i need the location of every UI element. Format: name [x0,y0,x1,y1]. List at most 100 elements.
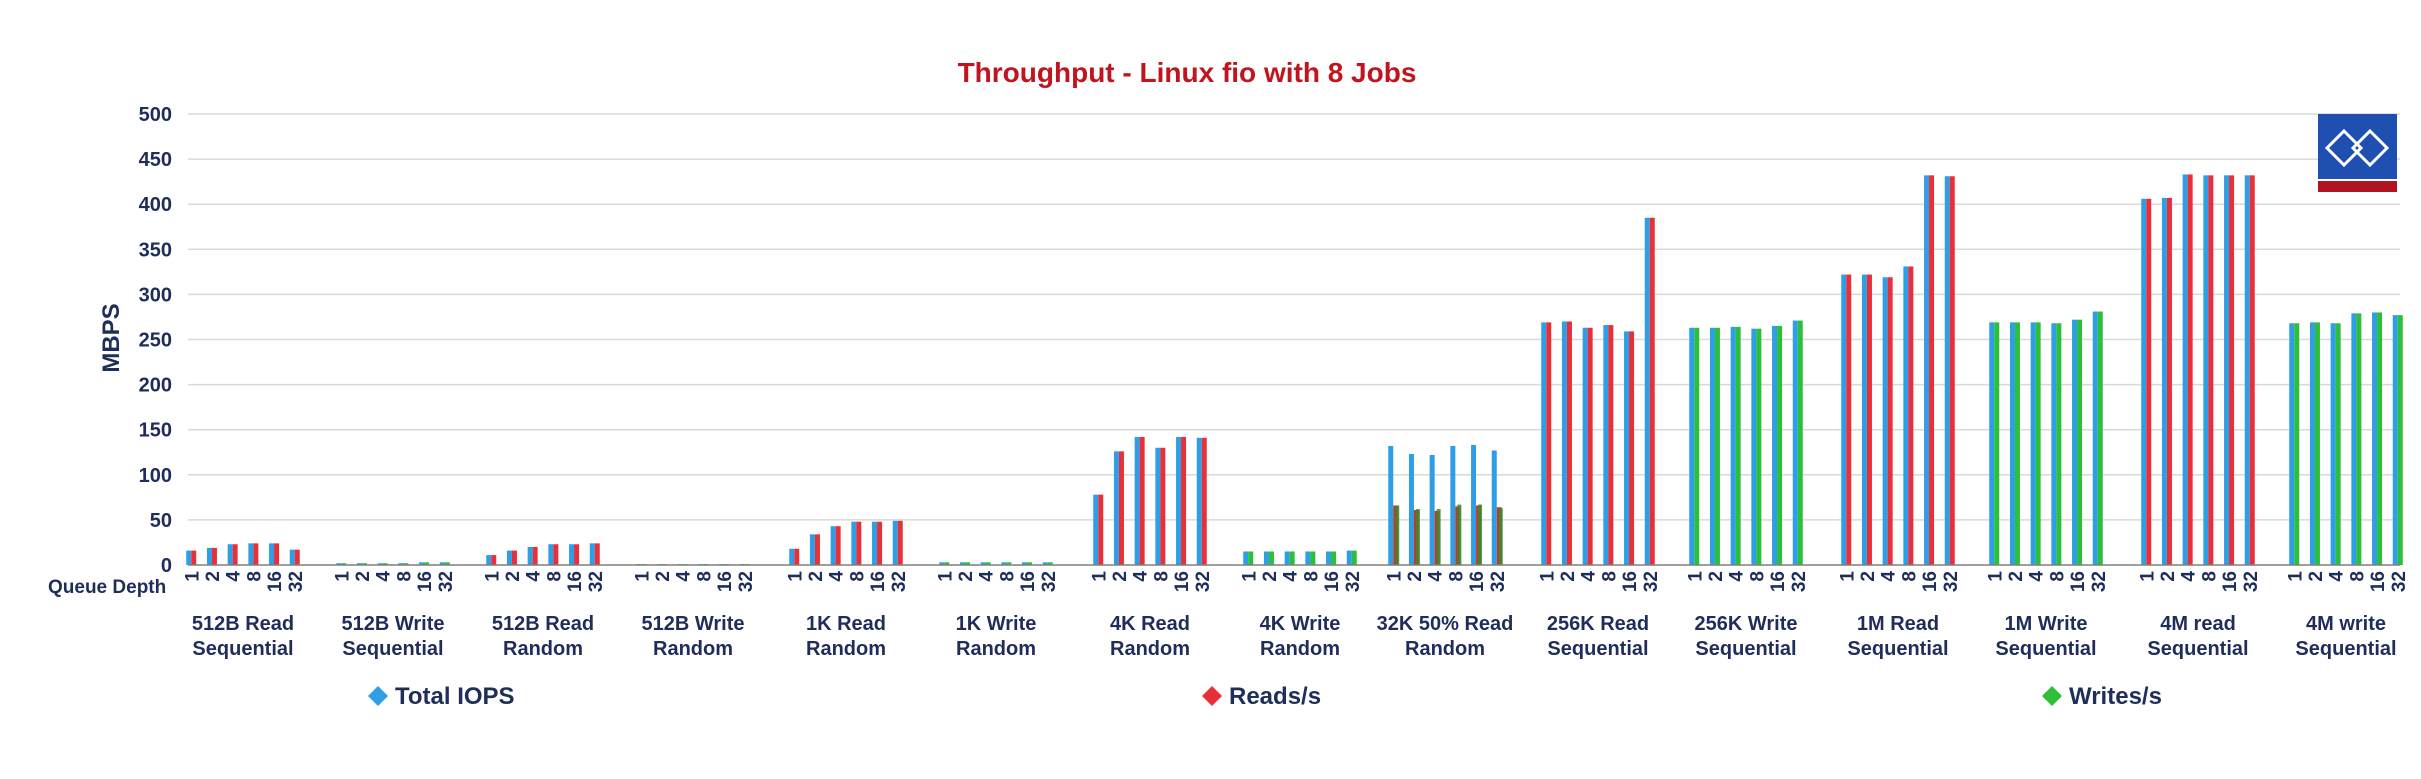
bar-write-1-2 [382,563,388,565]
category-label-2-line-1: Random [503,638,583,660]
category-label-3-line-1: Random [653,638,733,660]
bar-total-12-5 [2092,311,2098,565]
y-tick-label-200: 200 [139,375,172,397]
bar-total-10-1 [1709,327,1715,565]
bar-write-7-2 [1289,551,1295,565]
category-label-2-line-0: 512B Read [492,613,594,635]
bar-read-4-2 [835,526,841,565]
chart-title: Throughput - Linux fio with 8 Jobs [958,57,1417,88]
y-tick-label-150: 150 [139,420,172,442]
category-label-13-line-1: Sequential [2147,638,2248,660]
queue-depth-tick-5-5: 32 [1039,571,1060,592]
bar-read-0-3 [253,543,259,565]
bar-read-9-3 [1608,325,1614,565]
bar-write-7-3 [1310,551,1316,565]
bar-read-4-0 [794,548,800,565]
queue-depth-tick-5-3: 8 [997,571,1018,582]
queue-depth-tick-3-5: 32 [736,571,757,592]
bar-read-6-2 [1139,436,1145,565]
queue-depth-tick-8-2: 4 [1426,571,1447,582]
bar-write-1-4 [424,562,430,565]
bar-write-12-4 [2077,319,2083,565]
queue-depth-tick-1-5: 32 [436,571,457,592]
bar-total-13-1 [2161,197,2167,566]
bar-read-9-1 [1566,321,1572,565]
queue-depth-tick-2-0: 1 [482,571,503,582]
queue-depth-tick-8-1: 2 [1405,571,1426,582]
bar-write-10-4 [1777,325,1783,565]
bar-total-0-5 [289,549,295,565]
queue-depth-tick-11-0: 1 [1837,571,1858,582]
queue-depth-tick-9-5: 32 [1641,571,1662,592]
bar-total-0-2 [227,544,233,565]
bar-total-10-0 [1689,327,1695,565]
bar-total-4-4 [872,521,878,565]
queue-depth-tick-9-4: 16 [1620,571,1641,592]
bar-read-0-4 [274,543,280,565]
bar-write-12-2 [2035,322,2041,565]
queue-depth-tick-0-1: 2 [203,571,224,582]
bars [186,174,2403,566]
queue-depth-tick-11-2: 4 [1879,571,1900,582]
bar-total-10-2 [1730,326,1736,565]
queue-depth-tick-9-1: 2 [1558,571,1579,582]
category-label-10-line-1: Sequential [1695,638,1796,660]
bar-write-5-1 [964,562,970,565]
y-axis-label: MBPS [98,303,125,372]
bar-total-13-3 [2203,175,2209,565]
bar-total-4-2 [830,526,836,565]
bar-total-1-1 [356,563,362,565]
bar-total-13-0 [2141,198,2147,565]
bar-read-13-2 [2187,174,2193,565]
queue-depth-tick-11-1: 2 [1858,571,1879,582]
bar-total-1-4 [419,562,425,565]
queue-depth-tick-1-4: 16 [415,571,436,592]
queue-depth-tick-12-2: 4 [2027,571,2048,582]
bar-total-7-1 [1263,551,1269,565]
logo-diamond-left [2324,128,2364,168]
bar-write-8-1 [1415,509,1420,565]
queue-depth-tick-1-3: 8 [394,571,415,582]
queue-depth-tick-14-1: 2 [2306,571,2327,582]
category-label-14-line-1: Sequential [2295,638,2396,660]
bar-read-11-1 [1866,274,1872,565]
bar-read-9-2 [1587,327,1593,565]
category-label-9-line-0: 256K Read [1547,613,1649,635]
queue-depth-tick-14-4: 16 [2368,571,2389,592]
queue-depth-tick-14-5: 32 [2389,571,2410,592]
y-tick-label-300: 300 [139,284,172,306]
bar-total-2-5 [589,543,595,565]
bar-total-8-5 [1491,450,1497,565]
category-label-8-line-1: Random [1405,638,1485,660]
bar-total-9-0 [1541,322,1547,565]
queue-depth-tick-2-5: 32 [586,571,607,592]
queue-depth-tick-14-3: 8 [2347,571,2368,582]
bar-total-8-4 [1471,445,1477,565]
bar-total-12-0 [1989,322,1995,565]
bar-write-1-0 [341,563,347,565]
queue-depth-tick-3-1: 2 [653,571,674,582]
bar-total-8-1 [1408,454,1414,565]
bar-total-6-4 [1176,436,1182,565]
bar-total-2-4 [569,544,575,565]
y-tick-label-100: 100 [139,465,172,487]
bar-write-5-5 [1047,562,1053,565]
queue-depth-tick-4-2: 4 [827,571,848,582]
bar-write-12-5 [2097,311,2103,565]
bar-read-9-4 [1629,331,1635,565]
bar-write-8-2 [1436,509,1441,565]
category-label-0-line-1: Sequential [192,638,293,660]
bar-read-0-2 [232,544,238,565]
bar-total-14-5 [2392,315,2398,565]
bar-total-11-3 [1903,266,1909,565]
queue-depth-tick-3-3: 8 [694,571,715,582]
legend: Total IOPS Reads/s Writes/s [368,683,2162,710]
y-tick-label-450: 450 [139,149,172,171]
bar-total-10-3 [1751,328,1757,565]
y-tick-label-400: 400 [139,194,172,216]
bar-write-14-0 [2294,323,2300,565]
queue-depth-tick-6-2: 4 [1131,571,1152,582]
bar-total-6-0 [1093,494,1099,565]
logo-red-bar [2318,181,2397,192]
queue-depth-tick-0-3: 8 [244,571,265,582]
